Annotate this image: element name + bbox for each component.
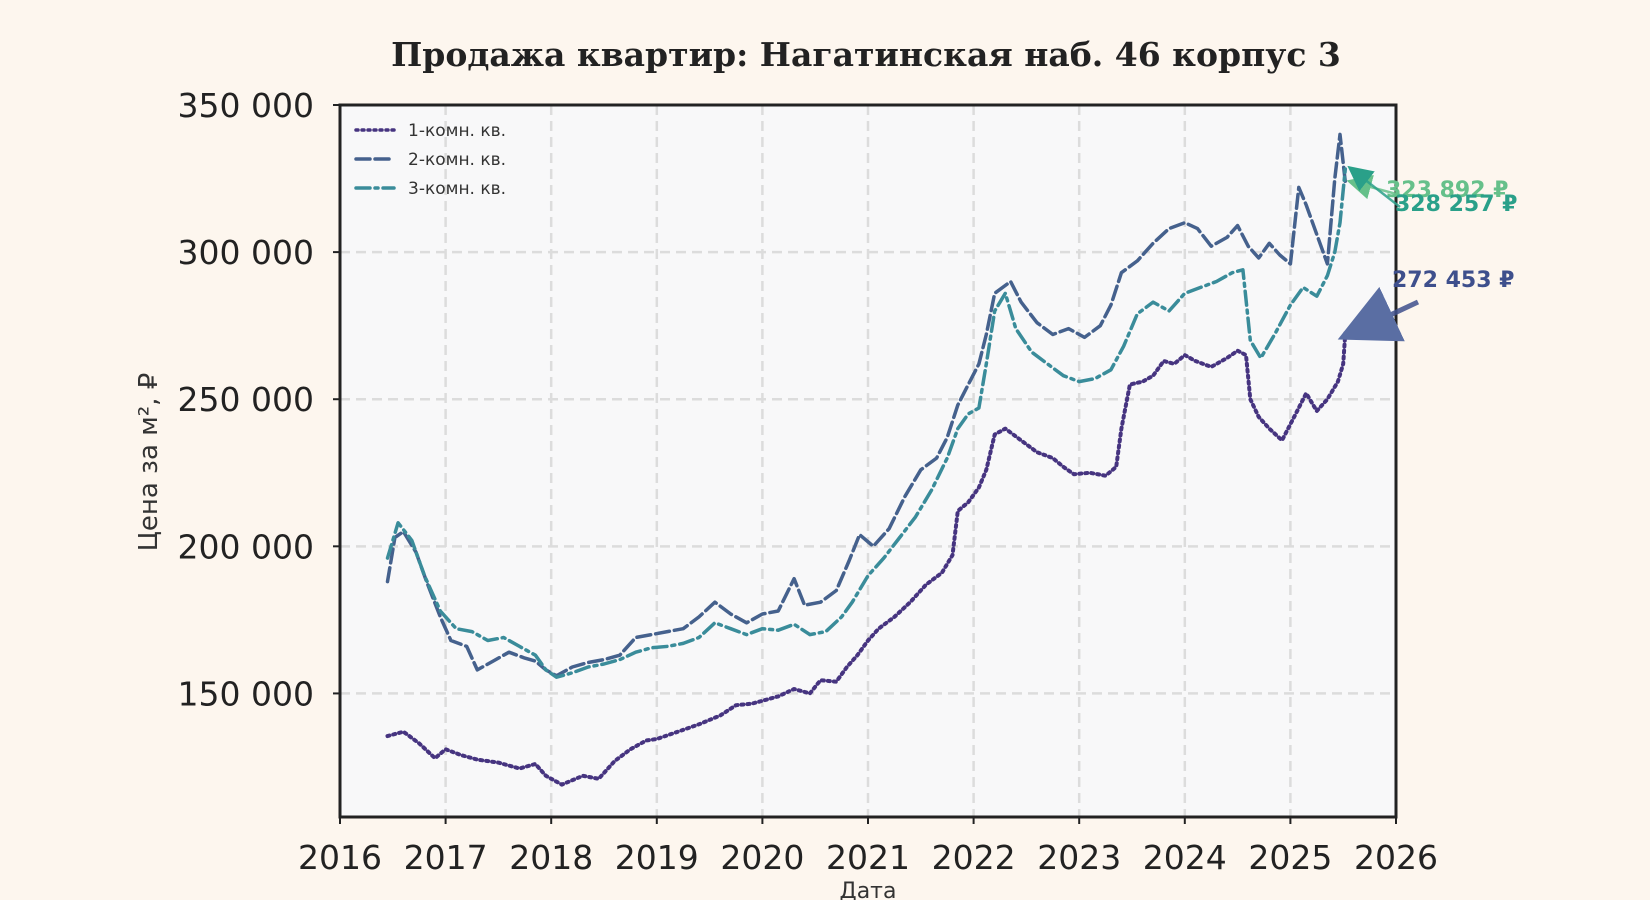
x-tick-label: 2017	[404, 838, 488, 877]
annotation-label-1: 272 453 ₽	[1392, 268, 1514, 293]
x-tick-label: 2026	[1354, 838, 1438, 877]
x-tick-label: 2016	[298, 838, 382, 877]
annotation-label-2: 323 892 ₽	[1386, 178, 1508, 203]
legend-label-3: 3-комн. кв.	[408, 179, 506, 199]
y-tick-label: 250 000	[178, 380, 314, 419]
chart-title: Продажа квартир: Нагатинская наб. 46 кор…	[391, 35, 1341, 74]
x-tick-label: 2018	[509, 838, 593, 877]
annotation-arrow-1	[1337, 286, 1420, 342]
y-axis: 150 000 200 000 250 000 300 000 350 000	[178, 86, 340, 713]
legend-label-2: 2-комн. кв.	[408, 150, 506, 170]
legend-label-1: 1-комн. кв.	[408, 121, 506, 141]
x-tick-label: 2019	[615, 838, 699, 877]
series-line-1	[385, 331, 1348, 787]
y-tick-label: 200 000	[178, 527, 314, 566]
x-tick-label: 2020	[720, 838, 804, 877]
end-value-annotations: 272 453 ₽ 323 892 ₽328 257 ₽	[1337, 165, 1517, 342]
x-tick-label: 2022	[932, 838, 1016, 877]
legend: 1-комн. кв. 2-комн. кв. 3-комн. кв.	[354, 121, 506, 199]
annotation-label-3: 328 257 ₽	[1395, 192, 1517, 217]
x-axis-label: Дата	[840, 879, 897, 900]
series-layer	[385, 132, 1348, 787]
annotation-arrow-3	[1347, 165, 1401, 208]
x-tick-label: 2025	[1248, 838, 1332, 877]
x-tick-label: 2023	[1037, 838, 1121, 877]
y-tick-label: 300 000	[178, 233, 314, 272]
y-tick-label: 350 000	[178, 86, 314, 125]
y-axis-label: Цена за м², ₽	[134, 373, 164, 552]
x-axis: 2016 2017 2018 2019 2020 2021 2022 2023 2024 2025…	[298, 817, 1438, 877]
x-tick-label: 2024	[1143, 838, 1227, 877]
y-tick-label: 150 000	[178, 674, 314, 713]
x-tick-label: 2021	[826, 838, 910, 877]
series-line-2	[385, 132, 1348, 678]
series-line-3	[385, 167, 1348, 679]
